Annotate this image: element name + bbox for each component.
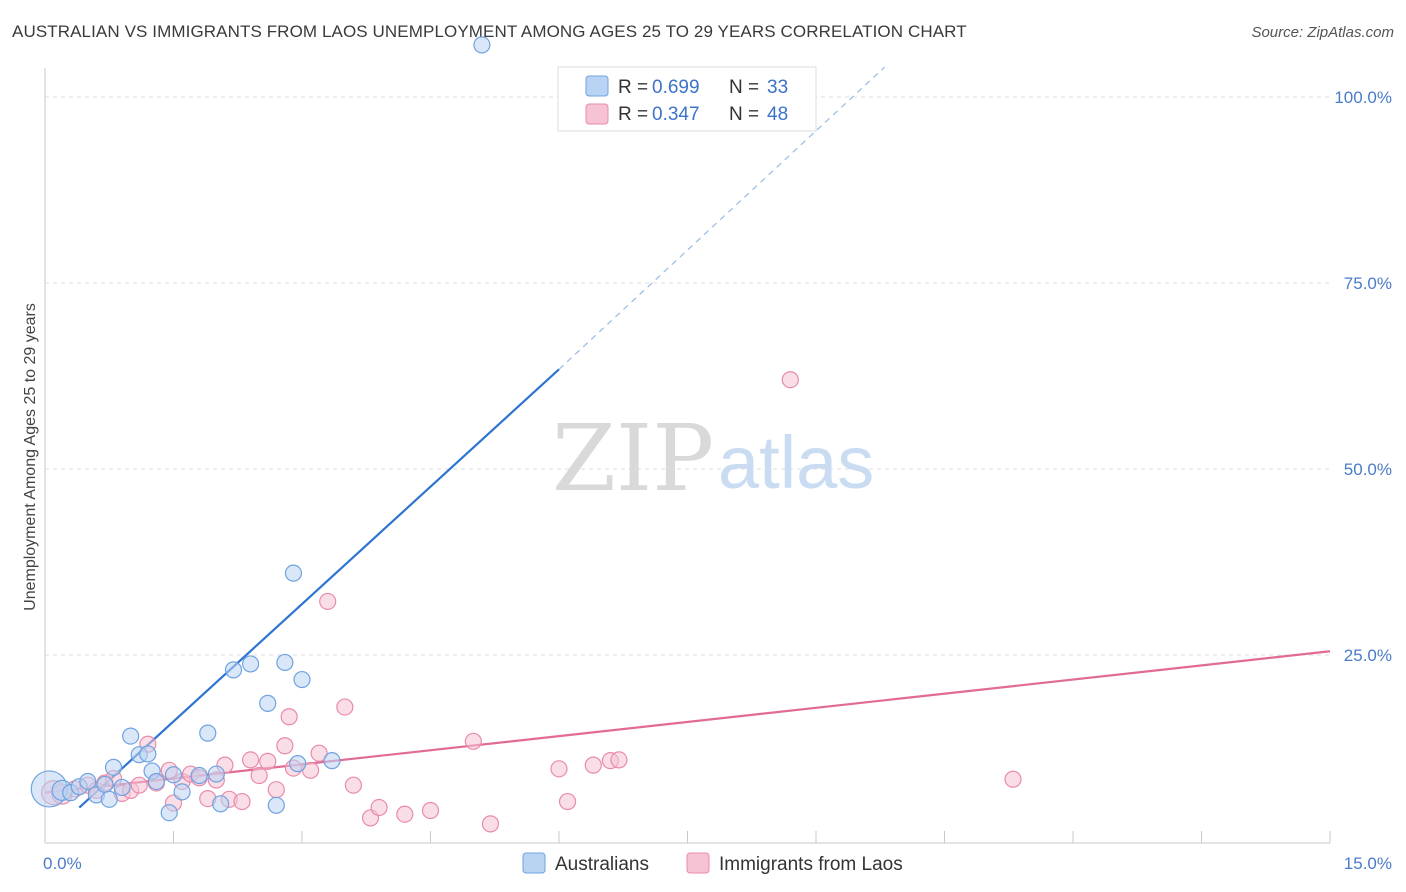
data-points [30,36,1022,833]
point-australians [267,796,285,814]
chart-source: Source: ZipAtlas.com [1251,24,1394,41]
point-laos [319,592,337,611]
point-australians [199,724,217,742]
watermark-atlas: atlas [718,421,874,504]
point-australians [96,775,114,794]
point-laos [276,737,294,755]
point-australians [284,564,303,582]
point-australians [293,670,311,689]
point-australians [113,778,131,797]
legend-r-value-1: 0.699 [652,77,700,98]
bottom-legend-swatch-laos [686,852,710,874]
bottom-legend: Australians Immigrants from Laos [522,852,903,875]
point-australians [289,755,307,773]
legend-n-value-1: 33 [767,77,788,98]
bottom-legend-label-laos: Immigrants from Laos [719,854,903,875]
point-australians [259,694,277,712]
legend-swatch-laos [585,103,609,125]
point-laos [259,752,277,770]
point-australians [473,36,491,54]
point-laos [464,732,482,750]
point-australians [104,758,123,776]
legend-r-label-1: R = [618,77,648,98]
point-laos [344,776,362,794]
point-laos [233,792,251,811]
chart-title: AUSTRALIAN VS IMMIGRANTS FROM LAOS UNEMP… [12,22,967,41]
trend-line-australians [78,368,560,809]
bottom-legend-swatch-australians [522,852,546,874]
point-laos [550,760,568,778]
legend-swatch-australians [585,75,609,97]
point-laos [396,805,414,823]
point-laos [250,766,268,785]
point-australians [323,752,341,770]
point-australians [173,783,191,801]
point-australians [190,766,208,785]
x-tick-label-min: 0.0% [43,854,82,873]
y-tick-label: 50.0% [1344,460,1392,479]
point-laos [481,815,500,833]
point-laos [280,708,298,726]
point-laos [558,792,577,811]
legend-r-label-2: R = [618,104,648,125]
axis-ticks: 25.0% 50.0% 75.0% 100.0% 0.0% 15.0% [43,88,1392,873]
point-australians [139,745,157,763]
point-laos [310,744,328,762]
watermark-zip: ZIP [552,405,714,512]
point-laos [267,781,285,799]
point-australians [100,790,118,808]
point-australians [224,661,243,679]
point-australians [160,804,178,822]
point-australians [79,772,97,791]
point-australians [207,765,225,783]
point-laos [584,756,602,774]
legend-n-value-2: 48 [767,104,788,125]
legend-n-label-2: N = [729,104,759,125]
legend-n-label-1: N = [729,77,759,98]
point-laos [370,798,388,817]
point-laos [421,801,440,820]
legend-r-value-2: 0.347 [652,104,700,125]
point-australians [164,766,183,784]
point-australians [147,772,165,791]
point-australians [122,727,140,745]
y-tick-label: 75.0% [1344,274,1392,293]
top-legend: R = 0.699 N = 33 R = 0.347 N = 48 [557,66,817,132]
point-laos [130,776,148,794]
bottom-legend-label-australians: Australians [555,854,649,875]
point-laos [336,698,354,716]
y-tick-label: 100.0% [1334,88,1392,107]
point-laos [781,371,799,389]
point-laos [242,751,260,769]
point-australians [242,655,260,673]
trend-line-australians-extension [558,66,885,370]
point-laos [1004,770,1022,788]
x-tick-label-max: 15.0% [1344,854,1392,873]
y-tick-label: 25.0% [1344,646,1392,665]
point-australians [276,653,294,672]
y-axis-label: Unemployment Among Ages 25 to 29 years [22,303,39,611]
point-laos [610,751,628,769]
point-australians [212,795,230,813]
grid-lines [45,96,1330,656]
